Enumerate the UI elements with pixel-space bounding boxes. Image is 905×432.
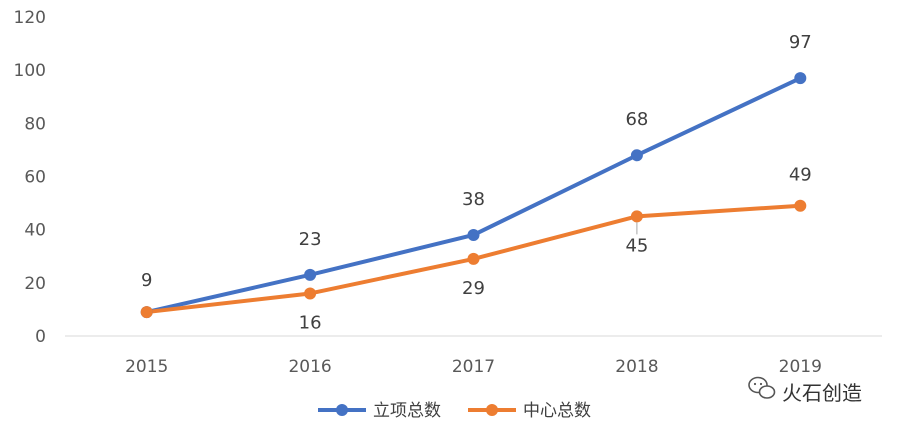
- series-point: [304, 268, 317, 281]
- legend-swatch-marker: [486, 404, 498, 416]
- y-tick-label: 40: [24, 221, 46, 241]
- y-tick-label: 0: [35, 327, 46, 347]
- series-point: [140, 306, 153, 319]
- y-tick-label: 80: [24, 114, 46, 134]
- series-point: [630, 210, 643, 223]
- series-point: [467, 252, 480, 265]
- data-label: 49: [789, 165, 812, 186]
- x-tick-label: 2018: [615, 357, 658, 377]
- legend-label: 中心总数: [523, 401, 591, 421]
- x-axis-ticks: 2015 2016 2017 2018 2019: [125, 357, 822, 377]
- data-label: 23: [299, 229, 322, 250]
- y-tick-label: 120: [14, 8, 46, 28]
- wechat-icon: [748, 376, 776, 399]
- y-axis-ticks: 0 20 40 60 80 100 120: [14, 8, 46, 347]
- data-label: 45: [625, 235, 648, 256]
- series-point: [304, 287, 317, 300]
- y-tick-label: 20: [24, 274, 46, 294]
- legend-label: 立项总数: [373, 401, 441, 421]
- legend-swatch-marker: [336, 404, 348, 416]
- watermark: 火石创造: [748, 376, 862, 405]
- x-tick-label: 2017: [452, 357, 495, 377]
- data-label: 16: [299, 312, 322, 333]
- series-point: [467, 228, 480, 241]
- data-label: 68: [625, 109, 648, 130]
- x-tick-label: 2015: [125, 357, 168, 377]
- data-label: 29: [462, 278, 485, 299]
- series-point: [794, 72, 807, 85]
- series-group: [140, 72, 807, 319]
- legend: 立项总数 中心总数: [318, 401, 591, 421]
- y-tick-label: 60: [24, 168, 46, 188]
- data-labels: 9 23 38 68 97 16 29 45 49: [141, 32, 812, 333]
- watermark-text: 火石创造: [782, 381, 862, 405]
- series-point: [794, 199, 807, 212]
- data-label: 97: [789, 32, 812, 53]
- series-point: [630, 149, 643, 162]
- data-label: 9: [141, 270, 152, 291]
- x-tick-label: 2019: [779, 357, 822, 377]
- data-label: 38: [462, 189, 485, 210]
- x-tick-label: 2016: [288, 357, 331, 377]
- y-tick-label: 100: [14, 61, 46, 81]
